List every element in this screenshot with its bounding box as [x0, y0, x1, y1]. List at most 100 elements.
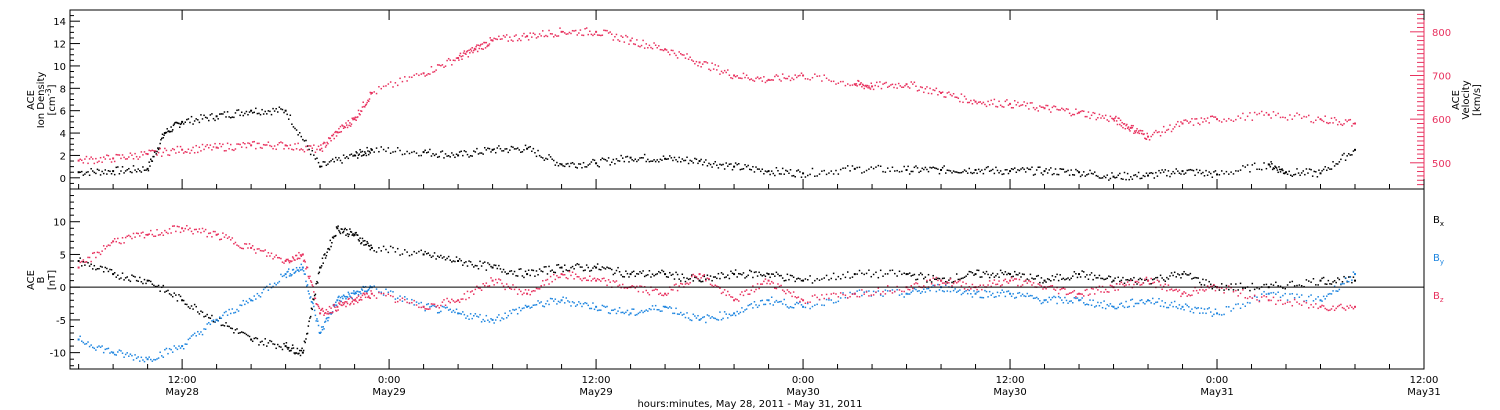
- bottom-left-tick-label: 5: [60, 250, 66, 261]
- bz-texture-dot: [520, 290, 522, 293]
- bz-texture-dot: [165, 231, 168, 234]
- velocity-texture-dot: [957, 97, 960, 99]
- ion-density-texture-dot: [1297, 172, 1300, 174]
- bx-texture-dot: [184, 303, 187, 305]
- by-texture-dot: [943, 290, 945, 293]
- velocity-texture-dot: [369, 91, 372, 94]
- velocity-texture-dot: [869, 88, 872, 90]
- velocity-texture-dot: [234, 148, 237, 150]
- velocity-texture-dot: [579, 29, 582, 31]
- bz-point: [853, 292, 856, 295]
- ion-density-texture-dot: [1246, 164, 1249, 166]
- by-texture-dot: [656, 308, 658, 311]
- velocity-texture-dot: [1119, 119, 1122, 122]
- bx-texture-dot: [510, 270, 513, 272]
- by-texture-dot: [401, 300, 404, 302]
- bz-texture-dot: [615, 280, 618, 282]
- bx-texture-dot: [849, 277, 851, 279]
- by-texture-dot: [1237, 303, 1239, 305]
- bx-texture-dot: [686, 277, 688, 280]
- by-texture-dot: [99, 346, 102, 348]
- ion-density-texture-dot: [218, 113, 221, 115]
- bz-texture-dot: [775, 287, 778, 290]
- ion-density-texture-dot: [435, 153, 437, 155]
- bx-texture-dot: [965, 275, 967, 277]
- by-texture-dot: [190, 335, 193, 337]
- bx-texture-dot: [182, 299, 185, 302]
- ion-density-texture-dot: [612, 158, 615, 161]
- ion-density-texture-dot: [1283, 172, 1286, 175]
- bx-texture-dot: [618, 271, 621, 273]
- ion-density-texture-dot: [375, 147, 378, 149]
- bx-texture-dot: [362, 240, 364, 242]
- by-texture-dot: [160, 355, 163, 357]
- velocity-texture-dot: [651, 47, 654, 50]
- bx-texture-dot: [292, 347, 295, 349]
- by-texture-dot: [606, 305, 608, 308]
- ion-density-texture-dot: [755, 166, 757, 168]
- ion-density-texture-dot: [1017, 169, 1019, 171]
- velocity-texture-dot: [493, 37, 495, 40]
- velocity-texture-dot: [162, 151, 165, 154]
- by-texture-dot: [523, 307, 525, 309]
- velocity-texture-dot: [340, 130, 343, 133]
- by-texture-dot: [796, 301, 798, 304]
- bz-texture-dot: [705, 279, 707, 282]
- ion-density-texture-dot: [675, 159, 677, 161]
- velocity-texture-dot: [1153, 131, 1156, 134]
- bz-texture-dot: [659, 292, 662, 295]
- bz-texture-dot: [1169, 289, 1171, 291]
- bz-texture-dot: [225, 234, 227, 236]
- by-texture-dot: [1322, 295, 1325, 298]
- ion-density-texture-dot: [179, 126, 181, 128]
- by-texture-dot: [708, 315, 710, 317]
- bx-texture-dot: [505, 273, 508, 275]
- by-texture-dot: [1158, 297, 1160, 300]
- ion-density-texture-dot: [418, 154, 420, 157]
- bz-texture-dot: [576, 275, 579, 278]
- velocity-texture-dot: [344, 126, 346, 129]
- bz-texture-dot: [774, 287, 776, 289]
- by-texture-dot: [858, 289, 861, 291]
- bx-texture-dot: [606, 266, 608, 269]
- ion-density-texture-dot: [1344, 159, 1347, 161]
- bz-texture-dot: [725, 294, 727, 297]
- bx-texture-dot: [915, 278, 917, 281]
- bx-texture-dot: [1086, 274, 1088, 276]
- ion-density-texture-dot: [211, 113, 213, 115]
- by-texture-dot: [1351, 279, 1353, 281]
- bx-texture-dot: [540, 270, 542, 272]
- by-texture-dot: [139, 360, 141, 362]
- bz-texture-dot: [769, 283, 771, 285]
- bx-texture-dot: [117, 274, 119, 277]
- ion-density-texture-dot: [620, 154, 622, 157]
- bx-texture-dot: [1199, 281, 1201, 284]
- by-texture-dot: [220, 317, 223, 320]
- bx-texture-dot: [330, 245, 332, 248]
- velocity-texture-dot: [1272, 111, 1275, 113]
- velocity-texture-dot: [868, 87, 871, 89]
- velocity-texture-dot: [1145, 138, 1148, 140]
- ion-density-texture-dot: [578, 163, 580, 165]
- by-texture-dot: [501, 317, 503, 319]
- velocity-texture-dot: [1148, 139, 1151, 141]
- bx-texture-dot: [288, 350, 291, 352]
- ion-density-texture-dot: [175, 121, 177, 124]
- bx-texture-dot: [984, 272, 986, 275]
- by-texture-dot: [413, 304, 415, 306]
- bz-texture-dot: [877, 287, 880, 289]
- ion-density-texture-dot: [1012, 168, 1014, 171]
- bz-texture-dot: [719, 287, 721, 289]
- ion-density-texture-dot: [965, 170, 967, 173]
- velocity-texture-dot: [1298, 113, 1301, 116]
- by-texture-dot: [267, 289, 270, 291]
- velocity-texture-dot: [458, 59, 460, 61]
- velocity-texture-dot: [248, 142, 251, 145]
- bz-texture-dot: [329, 311, 332, 314]
- by-texture-dot: [134, 354, 136, 356]
- bz-texture-dot: [314, 297, 317, 300]
- velocity-texture-dot: [993, 98, 996, 101]
- by-texture-dot: [482, 318, 484, 321]
- by-texture-dot: [971, 296, 974, 298]
- ion-density-texture-dot: [354, 154, 357, 157]
